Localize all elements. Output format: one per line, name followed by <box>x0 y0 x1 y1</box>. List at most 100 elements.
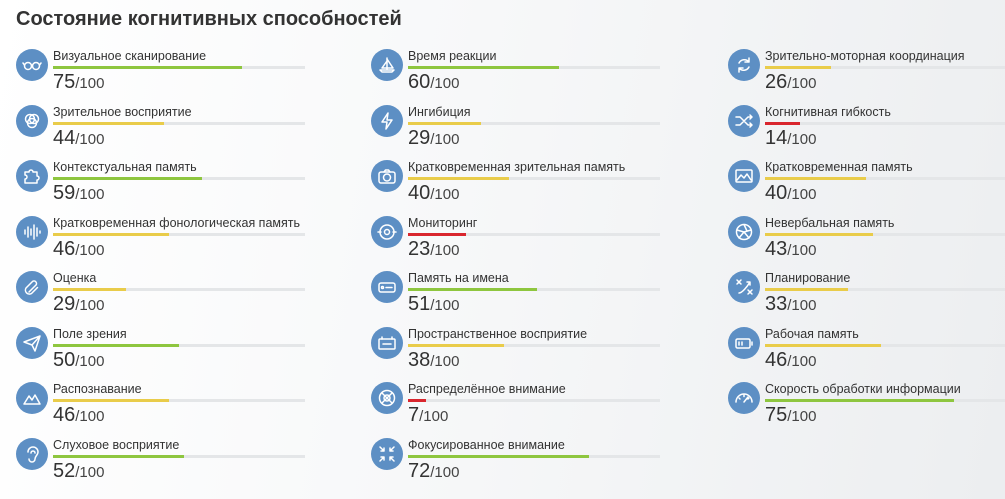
ability-name: Кратковременная фонологическая память <box>53 215 301 230</box>
score-bar <box>408 454 660 458</box>
ability-item[interactable]: Фокусированное внимание 72/100 <box>371 435 671 491</box>
ability-item[interactable]: Визуальное сканирование 75/100 <box>16 46 316 102</box>
ability-item[interactable]: Распознавание 46/100 <box>16 379 316 435</box>
score-bar-fill <box>53 66 242 69</box>
score-max: /100 <box>430 130 460 148</box>
score-value: 75 <box>765 404 788 426</box>
ability-name: Невербальная память <box>765 215 895 230</box>
score-bar-fill <box>53 343 179 347</box>
ability-item[interactable]: Мониторинг 23/100 <box>371 213 671 269</box>
score: 43/100 <box>765 238 816 261</box>
score-bar <box>53 343 305 347</box>
score-bar-fill <box>53 288 127 291</box>
score-bar-fill <box>765 121 801 125</box>
score-max: /100 <box>75 408 105 425</box>
score-max: /100 <box>787 352 817 370</box>
aperture-icon <box>728 215 760 248</box>
score: 40/100 <box>408 182 459 205</box>
score-bar <box>53 288 305 291</box>
ability-item[interactable]: Время реакции 60/100 <box>371 46 671 102</box>
score: 75/100 <box>765 404 816 427</box>
score: 50/100 <box>53 349 104 372</box>
score-bar-fill <box>53 232 169 236</box>
score-max: /100 <box>75 186 105 203</box>
ability-item[interactable]: Пространственное восприятие 38/100 <box>371 324 671 380</box>
ability-name: Планирование <box>765 271 851 285</box>
puzzle-icon <box>16 160 48 192</box>
ability-item[interactable]: Планирование 33/100 <box>728 268 1005 324</box>
score: 75/100 <box>53 71 104 94</box>
ability-item[interactable]: Скорость обработки информации 75/100 <box>728 379 1005 435</box>
score: 7/100 <box>408 404 448 427</box>
mountains-icon <box>16 382 48 414</box>
score-max: /100 <box>75 241 105 259</box>
score: 29/100 <box>53 293 104 316</box>
score-bar <box>53 177 305 180</box>
ability-item[interactable]: Кратковременная фонологическая память 46/… <box>16 213 316 269</box>
score-value: 23 <box>408 237 431 260</box>
ability-item[interactable]: Ингибиция 29/100 <box>371 102 671 158</box>
score-value: 75 <box>53 71 76 93</box>
ability-item[interactable]: Слуховое восприятие 52/100 <box>16 435 316 491</box>
ability-name: Зрительно-моторная координация <box>765 49 965 63</box>
ability-item[interactable]: Контекстуальная память 59/100 <box>16 157 316 213</box>
ability-item[interactable]: Невербальная память 43/100 <box>728 213 1005 269</box>
score: 72/100 <box>408 460 459 483</box>
score: 26/100 <box>765 71 816 94</box>
score-value: 44 <box>53 126 76 149</box>
ability-item[interactable]: Когнитивная гибкость 14/100 <box>728 102 1005 158</box>
speedometer-icon <box>728 382 760 414</box>
score-value: 14 <box>765 126 788 149</box>
ability-item[interactable]: Зрительное восприятие 44/100 <box>16 102 316 158</box>
score-bar <box>765 343 1005 347</box>
ability-item[interactable]: Зрительно-моторная координация 26/100 <box>728 46 1005 102</box>
battery-icon <box>728 326 760 359</box>
ability-item[interactable]: Распределённое внимание 7/100 <box>371 379 671 435</box>
score-bar-fill <box>408 66 560 69</box>
score-bar <box>53 399 305 402</box>
ability-name: Распознавание <box>53 382 142 396</box>
score-max: /100 <box>787 130 817 148</box>
ability-column: Визуальное сканирование 75/100 Зрительное … <box>16 46 316 490</box>
ability-name: Распределённое внимание <box>408 382 566 396</box>
ability-item[interactable]: Кратковременная зрительная память 40/100 <box>371 157 671 213</box>
ability-name: Скорость обработки информации <box>765 382 961 396</box>
score-value: 33 <box>765 293 788 315</box>
page-title: Состояние когнитивных способностей <box>16 8 402 30</box>
score-bar-fill <box>53 177 202 180</box>
score-bar-fill <box>408 177 509 180</box>
score-max: /100 <box>430 241 460 259</box>
score-value: 51 <box>408 293 431 315</box>
paperclip-icon <box>16 271 48 303</box>
score-value: 60 <box>408 71 431 93</box>
focus-arrows-icon <box>371 437 403 470</box>
score-max: /100 <box>75 297 105 314</box>
ability-item[interactable]: Рабочая память 46/100 <box>728 324 1005 380</box>
score-bar-fill <box>765 343 881 347</box>
score: 23/100 <box>408 238 459 261</box>
ability-item[interactable]: Память на имена 51/100 <box>371 268 671 324</box>
score-max: /100 <box>75 352 105 370</box>
ability-item[interactable]: Оценка 29/100 <box>16 268 316 324</box>
ability-name: Рабочая память <box>765 326 859 341</box>
score-bar <box>408 232 660 236</box>
ability-item[interactable]: Поле зрения 50/100 <box>16 324 316 380</box>
score-max: /100 <box>430 75 460 92</box>
glasses-icon <box>16 49 48 81</box>
ability-name: Визуальное сканирование <box>53 49 207 63</box>
ear-icon <box>16 437 48 470</box>
shuffle-icon <box>728 104 760 137</box>
score-bar-fill <box>765 66 831 69</box>
score-bar <box>408 177 660 180</box>
target-icon <box>371 215 403 248</box>
score-max: /100 <box>787 186 817 203</box>
ability-item[interactable]: Кратковременная память 40/100 <box>728 157 1005 213</box>
sailboat-icon <box>371 49 403 81</box>
score-value: 40 <box>765 182 788 204</box>
score: 38/100 <box>408 349 459 372</box>
picture-icon <box>728 160 760 192</box>
score-bar <box>765 288 1005 291</box>
score-max: /100 <box>430 463 460 481</box>
score-value: 59 <box>53 182 76 204</box>
score-bar <box>53 454 305 458</box>
